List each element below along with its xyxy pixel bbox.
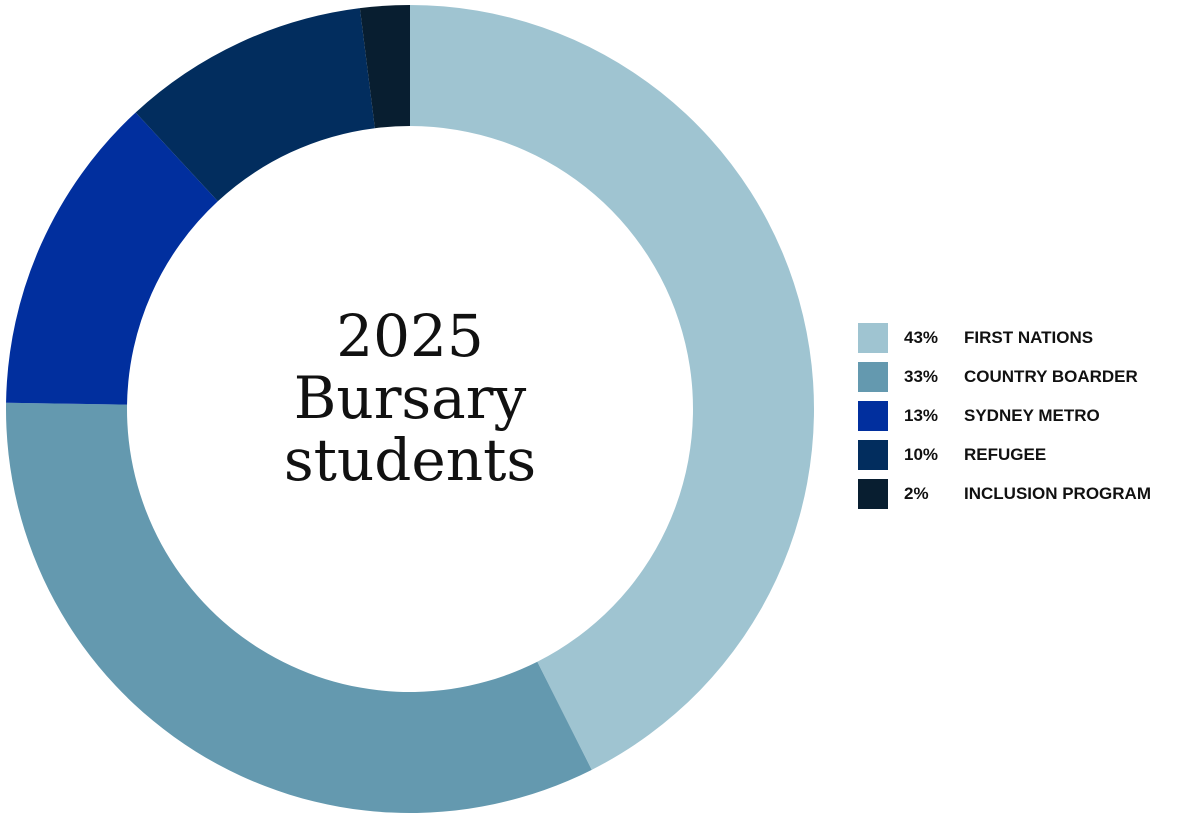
legend-item: 2% INCLUSION PROGRAM [858,474,1151,513]
chart-title-line-2: Bursary [293,364,527,432]
chart-title-line-3: students [283,426,537,494]
legend-label: FIRST NATIONS [964,327,1094,347]
donut-slice-refugee [135,8,375,202]
legend-swatch [858,361,888,392]
legend-label: REFUGEE [964,444,1047,464]
legend-item: 33% COUNTRY BOARDER [858,357,1151,396]
chart-title-line-1: 2025 [336,302,484,370]
legend-label: SYDNEY METRO [964,405,1100,425]
legend-item: 13% SYDNEY METRO [858,396,1151,435]
legend-percent: 43% [904,327,939,347]
legend-swatch [858,439,888,470]
legend-percent: 13% [904,405,939,425]
donut-slice-first-nations [410,5,814,770]
chart-title: 2025 Bursary students [210,305,610,491]
legend-percent: 10% [904,444,939,464]
legend-percent: 2% [904,483,929,503]
legend-swatch [858,478,888,509]
donut-slice-inclusion-program [359,5,410,129]
donut-slice-country-boarder [5,402,592,813]
legend-item: 10% REFUGEE [858,435,1151,474]
legend-swatch [858,400,888,431]
legend-percent: 33% [904,366,939,386]
legend-label: COUNTRY BOARDER [964,366,1138,386]
legend-label: INCLUSION PROGRAM [964,483,1151,503]
chart-legend: 43% FIRST NATIONS 33% COUNTRY BOARDER 13… [858,318,1151,513]
donut-slice-sydney-metro [6,112,218,405]
legend-item: 43% FIRST NATIONS [858,318,1151,357]
legend-swatch [858,322,888,353]
